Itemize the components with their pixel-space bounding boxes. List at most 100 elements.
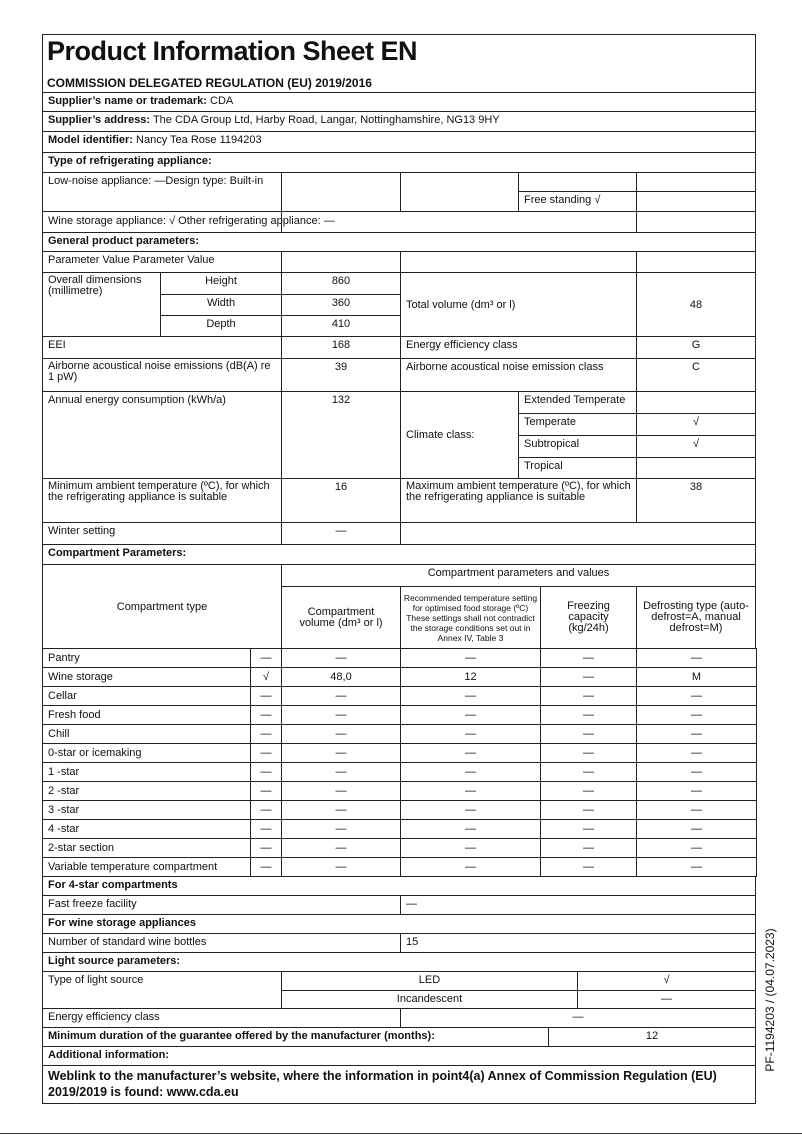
annual-energy-label: Annual energy consumption (kWh/a) <box>42 391 282 479</box>
climate-temperate: Temperate <box>518 413 637 436</box>
compartment-defrost: — <box>636 800 757 820</box>
document-code: PF-1194203 / (04.07.2023) <box>763 928 777 1072</box>
compartment-present: — <box>250 819 282 839</box>
compartment-name: Cellar <box>42 686 251 706</box>
compartment-present: — <box>250 648 282 668</box>
compartment-name: Fresh food <box>42 705 251 725</box>
compartment-freezing: — <box>540 648 637 668</box>
compartment-volume: — <box>281 743 401 763</box>
compartment-temperature: — <box>400 819 541 839</box>
four-star-heading: For 4-star compartments <box>42 876 756 896</box>
compartment-volume: — <box>281 648 401 668</box>
compartment-freezing: — <box>540 724 637 744</box>
empty-cell <box>281 251 401 273</box>
led-label: LED <box>281 971 578 991</box>
compartment-present: — <box>250 857 282 877</box>
climate-extended-temperate-value <box>636 391 756 414</box>
compartment-temperature: — <box>400 686 541 706</box>
height-value: 860 <box>281 272 401 295</box>
compartment-freezing: — <box>540 762 637 782</box>
regulation-subtitle: COMMISSION DELEGATED REGULATION (EU) 201… <box>47 76 372 90</box>
compartment-present: — <box>250 838 282 858</box>
type-heading: Type of refrigerating appliance: <box>42 152 756 173</box>
compartment-defrost: — <box>636 838 757 858</box>
compartment-defrost: — <box>636 857 757 877</box>
compartment-heading: Compartment Parameters: <box>42 544 756 565</box>
defrost-header: Defrosting type (auto-defrost=A, manual … <box>636 586 756 649</box>
compartment-present: — <box>250 800 282 820</box>
compartment-volume: — <box>281 762 401 782</box>
compartment-defrost: — <box>636 743 757 763</box>
incandescent-value: — <box>577 990 756 1009</box>
bottles-value: 15 <box>400 933 756 953</box>
empty-cell <box>636 172 756 192</box>
volume-header: Compartment volume (dm³ or l) <box>281 586 401 649</box>
depth-label: Depth <box>160 315 282 337</box>
compartment-defrost: — <box>636 705 757 725</box>
compartment-freezing: — <box>540 819 637 839</box>
energy-class-value: G <box>636 336 756 359</box>
compartment-temperature: — <box>400 705 541 725</box>
compartment-name: 2-star section <box>42 838 251 858</box>
compartment-temperature: — <box>400 648 541 668</box>
total-volume-value: 48 <box>636 272 756 337</box>
compartment-present: — <box>250 762 282 782</box>
light-type-label: Type of light source <box>42 971 282 1009</box>
compartment-temperature: — <box>400 762 541 782</box>
compartment-defrost: — <box>636 648 757 668</box>
compartment-present: — <box>250 724 282 744</box>
eei-label: EEI <box>42 336 282 359</box>
compartment-freezing: — <box>540 857 637 877</box>
compartment-name: Variable temperature compartment <box>42 857 251 877</box>
incandescent-label: Incandescent <box>281 990 578 1009</box>
compartment-volume: — <box>281 686 401 706</box>
fast-freeze-value: — <box>400 895 756 915</box>
empty-cell <box>636 211 756 233</box>
compartment-defrost: — <box>636 724 757 744</box>
compartment-volume: — <box>281 724 401 744</box>
noise-value: 39 <box>281 358 401 392</box>
supplier-address-row: Supplier’s address: The CDA Group Ltd, H… <box>42 111 756 132</box>
compartment-temperature: — <box>400 800 541 820</box>
total-volume-label: Total volume (dm³ or l) <box>400 272 637 337</box>
compartment-volume: — <box>281 800 401 820</box>
max-temp-value: 38 <box>636 478 756 523</box>
compartment-freezing: — <box>540 781 637 801</box>
noise-class-label: Airborne acoustical noise emission class <box>400 358 637 392</box>
compartment-freezing: — <box>540 667 637 687</box>
compartment-present: — <box>250 686 282 706</box>
climate-tropical-value <box>636 457 756 479</box>
bottles-label: Number of standard wine bottles <box>42 933 401 953</box>
supplier-name-row: Supplier’s name or trademark: CDA <box>42 92 756 112</box>
max-temp-label: Maximum ambient temperature (ºC), for wh… <box>400 478 637 523</box>
freezing-header: Freezing capacity (kg/24h) <box>540 586 637 649</box>
free-standing: Free standing √ <box>518 191 637 212</box>
compartment-present: — <box>250 781 282 801</box>
compartment-temperature: — <box>400 857 541 877</box>
eei-value: 168 <box>281 336 401 359</box>
compartment-name: 2 -star <box>42 781 251 801</box>
width-label: Width <box>160 294 282 316</box>
weblink-text: Weblink to the manufacturer’s website, w… <box>42 1065 756 1104</box>
winter-label: Winter setting <box>42 522 282 545</box>
compartment-freezing: — <box>540 838 637 858</box>
compartment-defrost: — <box>636 819 757 839</box>
compartment-temperature: — <box>400 743 541 763</box>
empty-cell <box>400 172 519 212</box>
compartment-defrost: — <box>636 762 757 782</box>
compartment-volume: 48,0 <box>281 667 401 687</box>
compartment-params-header: Compartment parameters and values <box>281 564 756 587</box>
low-noise-text: Low-noise appliance: —Design type: Built… <box>48 175 264 187</box>
label: Supplier’s address: <box>48 114 151 126</box>
compartment-defrost: — <box>636 686 757 706</box>
compartment-temperature: — <box>400 724 541 744</box>
compartment-present: — <box>250 705 282 725</box>
compartment-name: 0-star or icemaking <box>42 743 251 763</box>
wine-storage-text: Wine storage appliance: √ Other refriger… <box>48 215 335 227</box>
light-heading: Light source parameters: <box>42 952 756 972</box>
compartment-type-header: Compartment type <box>42 564 282 649</box>
divider <box>0 1133 802 1134</box>
fast-freeze-label: Fast freeze facility <box>42 895 401 915</box>
wine-heading: For wine storage appliances <box>42 914 756 934</box>
energy-class-label: Energy efficiency class <box>400 336 637 359</box>
